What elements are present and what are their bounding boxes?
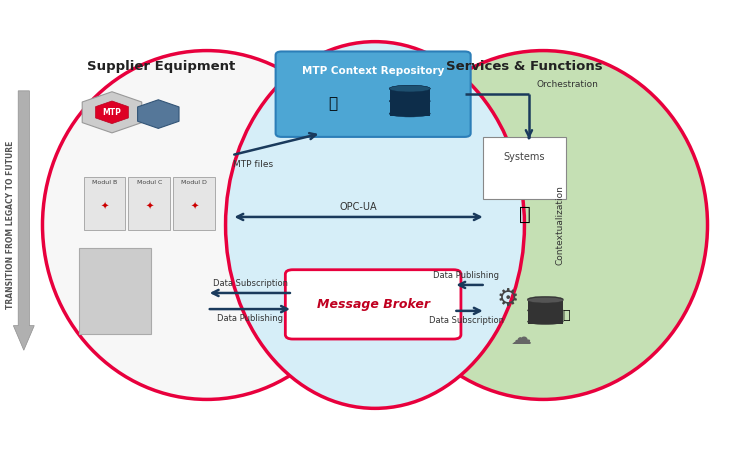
Text: Modul C: Modul C [136,180,162,185]
Text: Modul B: Modul B [92,180,117,185]
Text: 📱: 📱 [562,309,570,322]
Text: Orchestration: Orchestration [536,80,598,89]
FancyBboxPatch shape [128,177,170,230]
Text: Contextualization: Contextualization [556,185,565,265]
Ellipse shape [389,85,430,92]
Text: Data Subscription: Data Subscription [429,316,504,325]
Polygon shape [82,92,142,133]
FancyBboxPatch shape [275,51,471,137]
Text: Data Publishing: Data Publishing [433,270,500,279]
Ellipse shape [226,42,524,408]
Text: TRANSITION FROM LEGACY TO FUTURE: TRANSITION FROM LEGACY TO FUTURE [6,141,15,309]
Text: 🖥: 🖥 [518,205,530,224]
Ellipse shape [389,98,430,104]
FancyBboxPatch shape [285,270,461,339]
Text: Supplier Equipment: Supplier Equipment [87,60,236,73]
Text: MTP: MTP [103,108,122,117]
Text: MTP Context Repository: MTP Context Repository [302,66,444,76]
Text: Systems: Systems [504,152,545,162]
FancyBboxPatch shape [482,137,566,199]
Text: Data Subscription: Data Subscription [213,279,288,288]
Text: ✦: ✦ [146,202,154,212]
FancyArrow shape [389,90,430,117]
Ellipse shape [527,297,563,303]
Text: Message Broker: Message Broker [316,298,430,311]
Polygon shape [95,101,128,124]
FancyBboxPatch shape [79,248,151,334]
Ellipse shape [527,297,563,302]
Text: ☁: ☁ [511,328,532,348]
Ellipse shape [389,85,430,92]
FancyArrow shape [528,301,563,324]
Ellipse shape [527,319,563,324]
FancyBboxPatch shape [83,177,125,230]
FancyBboxPatch shape [173,177,215,230]
Ellipse shape [43,50,371,400]
FancyArrow shape [13,91,34,350]
Text: OPC-UA: OPC-UA [340,202,377,211]
Text: Data Publishing: Data Publishing [217,315,284,324]
Text: Modul D: Modul D [182,180,207,185]
Ellipse shape [527,307,563,313]
Text: ✦: ✦ [100,202,109,212]
Text: ⚙: ⚙ [496,287,519,311]
Text: ✦: ✦ [190,202,198,212]
Text: 🔑: 🔑 [328,96,338,111]
Ellipse shape [379,50,707,400]
Text: MTP files: MTP files [233,160,273,169]
Ellipse shape [389,110,430,117]
Polygon shape [137,100,179,128]
Text: Services & Functions: Services & Functions [446,60,602,73]
